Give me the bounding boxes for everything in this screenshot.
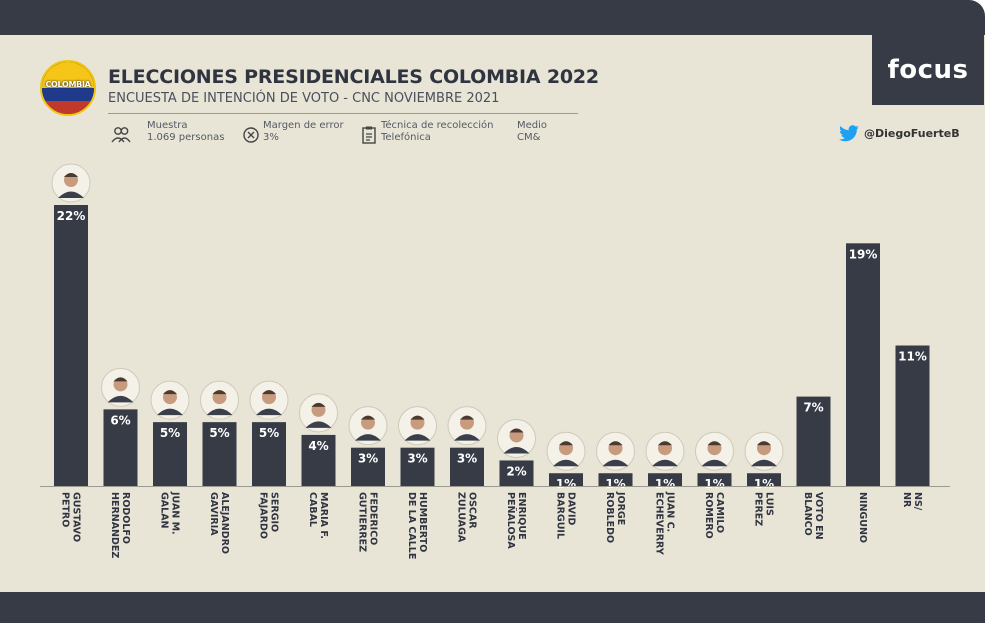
bar-16 [846,243,880,486]
category-label-12: JUAN C.ECHEVERRY [654,491,676,555]
candidate-photo-14 [744,431,784,471]
candidate-photo-11 [596,431,635,471]
candidate-photo-1 [101,367,140,407]
data-label-3: 5% [209,426,229,440]
category-label-4: SERGIOFAJARDO [258,492,280,539]
category-label-7: HUMBERTODE LA CALLE [406,492,428,559]
meta-media-value: CM& [517,132,541,143]
meta-technique-value: Telefónica [381,132,431,143]
bar-17 [895,345,930,486]
data-label-11: 1% [605,477,625,491]
candidate-photo-5 [299,393,338,433]
data-label-17: 11% [898,350,927,364]
data-label-13: 1% [704,477,724,491]
bar-12 [648,473,682,486]
category-label-15: VOTO ENBLANCO [802,492,824,540]
bar-15 [796,396,831,486]
data-label-6: 3% [358,452,378,466]
data-label-15: 7% [803,401,823,415]
chart-title: ELECCIONES PRESIDENCIALES COLOMBIA 2022 [108,66,599,88]
data-label-4: 5% [259,426,279,440]
meta-media-label: Medio [517,120,548,131]
infographic-panel [0,35,985,592]
candidate-photo-4 [249,380,289,420]
category-label-10: DAVIDBARGUIL [555,492,577,539]
bar-2 [153,422,187,486]
category-label-2: JUAN M.GALAN [159,491,181,535]
meta-technique: Técnica de recolección Telefónica [381,120,493,144]
bar-3 [202,422,237,486]
twitter-handle-text: @DiegoFuerteB [864,127,960,140]
bar-1 [103,409,138,486]
twitter-handle[interactable]: @DiegoFuerteB [838,125,960,143]
meta-sample: Muestra 1.069 personas [147,120,224,144]
bar-0 [54,205,88,486]
people-icon [111,127,131,143]
meta-technique-label: Técnica de recolección [381,120,494,131]
clipboard-icon [362,126,376,144]
candidate-photo-6 [348,406,388,446]
bar-6 [351,447,385,486]
category-label-9: ENRIQUEPEÑALOSA [505,492,527,549]
bar-10 [549,473,583,486]
category-label-8: OSCARZULUAGA [456,492,478,543]
twitter-bird-icon [839,125,859,142]
bar-4 [252,422,286,486]
data-label-8: 3% [457,452,477,466]
category-label-1: RODOLFOHERNANDEZ [109,492,131,558]
candidate-photo-3 [200,380,239,420]
category-label-14: LUISPEREZ [753,492,775,526]
chart-subtitle: ENCUESTA DE INTENCIÓN DE VOTO - CNC NOVI… [108,91,500,106]
candidate-photo-0 [51,163,91,203]
category-label-17: NS/NR [901,492,923,511]
header-divider [108,113,578,114]
category-label-3: ALEJANDROGAVIRIA [208,492,230,554]
data-label-7: 3% [407,452,427,466]
bar-9 [499,460,534,486]
candidate-photo-8 [447,406,487,446]
bar-7 [400,447,435,486]
category-label-5: MARIA F.CABAL [307,492,329,539]
category-label-11: JORGEROBLEDO [604,491,626,543]
bar-14 [747,473,781,486]
meta-error: Margen de error 3% [263,120,344,144]
bar-8 [450,447,484,486]
logo-text: COLOMBIA [45,80,91,89]
bottom-bar [0,592,985,623]
candidate-photo-13 [695,431,734,471]
data-label-5: 4% [308,439,328,453]
focus-brand-logo: focus [872,35,984,105]
meta-media: Medio CM& [517,120,547,144]
meta-sample-label: Muestra [147,120,188,131]
data-label-10: 1% [556,477,576,491]
meta-error-label: Margen de error [263,120,344,131]
data-label-16: 19% [849,247,878,261]
bar-11 [598,473,633,486]
data-label-14: 1% [754,477,774,491]
candidate-photo-12 [645,431,685,471]
meta-sample-value: 1.069 personas [147,132,225,143]
category-label-6: FEDERICOGUTIERREZ [357,492,379,552]
x-circle-icon [243,127,259,143]
data-label-2: 5% [160,426,180,440]
bar-13 [697,473,732,486]
candidate-photo-9 [497,418,536,458]
category-label-16: NINGUNO [857,492,868,543]
colombia-elige-logo: COLOMBIA [40,60,96,116]
candidate-photo-2 [150,380,190,420]
data-label-12: 1% [655,477,675,491]
meta-error-value: 3% [263,132,279,143]
category-label-13: CAMILOROMERO [703,492,725,539]
data-label-0: 22% [57,209,86,223]
bar-5 [301,434,336,486]
candidate-photo-7 [398,406,437,446]
data-label-1: 6% [110,413,130,427]
candidate-photo-10 [546,431,586,471]
category-label-0: GUSTAVOPETRO [60,492,82,542]
data-label-9: 2% [506,464,526,478]
